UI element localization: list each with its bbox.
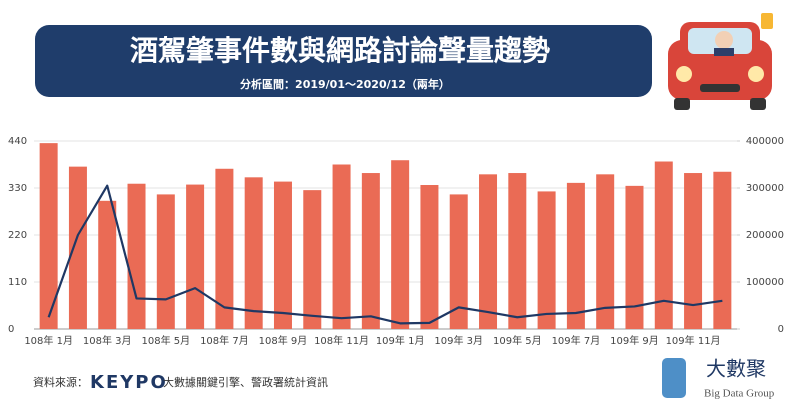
bar	[98, 200, 117, 329]
x-tick-label: 108年 5月	[141, 334, 190, 347]
bar	[39, 143, 58, 329]
bar	[127, 183, 146, 329]
bar	[186, 184, 205, 329]
bar	[449, 194, 468, 329]
y-tick-label: 330	[8, 183, 27, 194]
bar	[625, 185, 644, 329]
brand: KEYPO	[90, 372, 168, 393]
chart-subtitle: 分析區間：2019/01～2020/12（兩年）	[240, 77, 450, 91]
x-tick-label: 108年 7月	[200, 334, 249, 347]
x-tick-label: 109年 7月	[552, 334, 601, 347]
source-label: 資料來源：	[33, 375, 88, 389]
chart-title: 酒駕肇事件數與網路討論聲量趨勢	[130, 34, 550, 67]
x-tick-label: 108年 3月	[83, 334, 132, 347]
bar	[244, 177, 263, 329]
car-illustration	[668, 11, 775, 110]
x-tick-label: 108年 1月	[24, 334, 73, 347]
x-tick-label: 109年 9月	[610, 334, 659, 347]
y-tick-label: 110	[8, 277, 27, 288]
bar	[156, 194, 175, 329]
x-tick-label: 109年 11月	[666, 334, 721, 347]
x-tick-label: 108年 9月	[259, 334, 308, 347]
y2-tick-label: 0	[778, 324, 784, 335]
bar	[273, 181, 292, 329]
x-tick-label: 109年 5月	[493, 334, 542, 347]
y-tick-label: 220	[8, 230, 27, 241]
x-tick-label: 108年 11月	[314, 334, 369, 347]
bar	[215, 168, 234, 329]
logo: 大數聚	[706, 357, 766, 381]
y2-tick-label: 400000	[746, 136, 784, 147]
x-tick-label: 109年 3月	[434, 334, 483, 347]
bar	[684, 173, 703, 329]
logo-icon	[662, 358, 686, 398]
title-box	[35, 25, 652, 97]
line	[47, 184, 723, 325]
bar	[566, 182, 585, 329]
bar	[361, 173, 380, 329]
y-tick-label: 0	[8, 324, 14, 335]
y-tick-label: 440	[8, 136, 27, 147]
bar	[713, 171, 732, 329]
bar	[68, 166, 87, 329]
x-tick-label: 109年 1月	[376, 334, 425, 347]
y2-tick-label: 100000	[746, 277, 784, 288]
y2-tick-label: 300000	[746, 183, 784, 194]
bar	[303, 190, 322, 329]
bar	[479, 174, 498, 329]
bar	[391, 160, 410, 329]
bar	[654, 161, 673, 329]
logo-sub: Big Data Group	[704, 388, 775, 400]
bar	[537, 191, 556, 329]
bar	[508, 173, 527, 329]
bar	[332, 164, 351, 329]
y2-tick-label: 200000	[746, 230, 784, 241]
bar	[596, 174, 615, 329]
bar	[420, 185, 439, 329]
source: 大數據關鍵引擎、警政署統計資訊	[163, 375, 328, 389]
